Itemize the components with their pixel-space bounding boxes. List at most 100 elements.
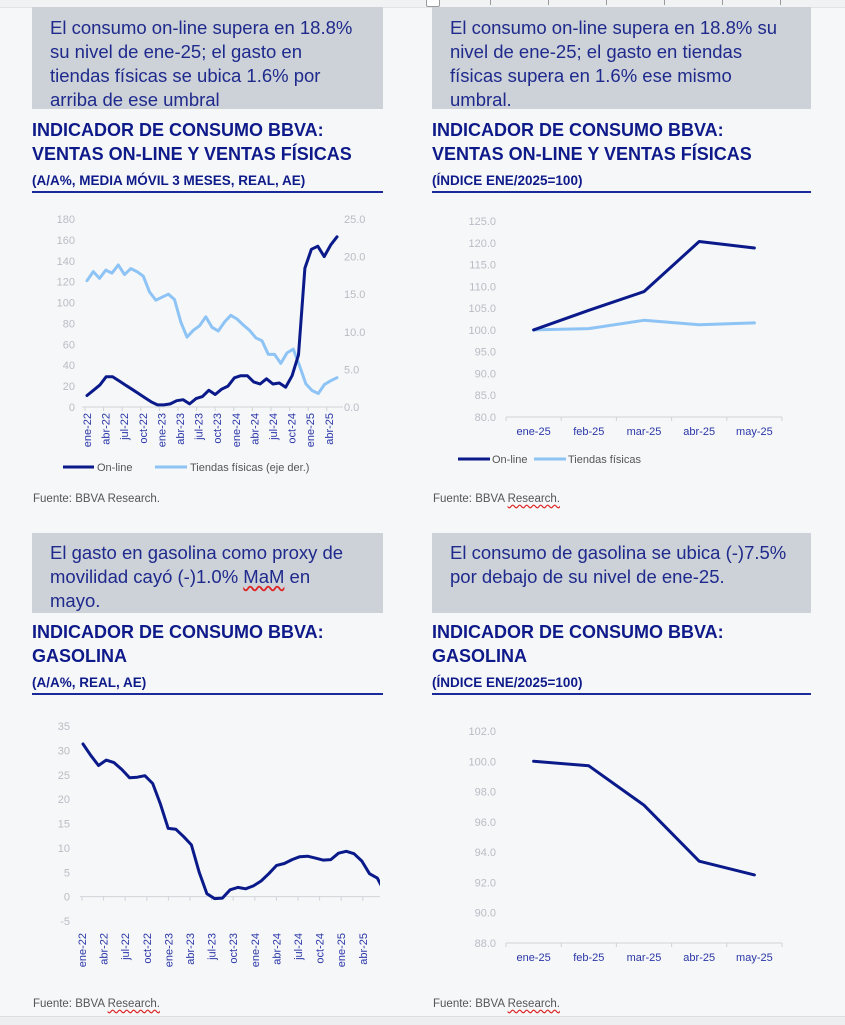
source-note: Fuente: BBVA Research. [33,493,160,505]
title-line: INDICADOR DE CONSUMO BBVA: [32,120,324,140]
callout-text-flagged: MaM [243,566,285,587]
panel-online-yoy: El consumo on-line supera en 18.8% su ni… [32,7,383,193]
source-note: Fuente: BBVA Research. [33,998,160,1010]
legend-label-tiendas-fisicas: Tiendas físicas [568,454,641,466]
title-line: INDICADOR DE CONSUMO BBVA: [432,120,724,140]
y-tick-label: 94.0 [475,847,496,859]
y-tick-label: 110.0 [469,281,496,293]
y-tick-label: 100.0 [468,756,496,768]
source-word: Research. [507,998,561,1010]
y-tick-label: 10 [58,843,70,855]
y-tick-label: 20 [63,381,75,393]
y2-tick-label: 15.0 [344,289,365,301]
x-tick-label: ene-23 [156,413,168,447]
y-tick-label: 0 [69,402,75,414]
chart-online-yoy: 0 20 40 60 80 100 120 140 160 180 0.0 5.0 10.0 15.0 20… [57,214,366,474]
ruler-tick [664,0,665,5]
legend-label-tiendas-fisicas: Tiendas físicas (eje der.) [190,462,309,474]
chart-online-index: 80.0 85.0 90.0 95.0 100.0 105.0 110.0 115.0 120.… [458,216,783,466]
y-tick-label: 35 [58,721,70,733]
x-tick-label: mar-25 [627,952,662,964]
title-line: GASOLINA [32,646,128,666]
y-tick-label: 95.0 [475,347,496,359]
source-word: Research. [107,998,161,1010]
source-note: Fuente: BBVA Research. [433,493,560,505]
x-tick-label: may-25 [736,952,773,964]
x-tick-label: mar-25 [627,426,662,438]
y-tick-label: 115.0 [469,260,496,272]
source-word: Research. [107,493,161,505]
title-line: INDICADOR DE CONSUMO BBVA: [432,622,724,642]
y-tick-label: 15 [58,819,70,831]
y-tick-label: 120 [57,277,75,289]
source-note: Fuente: BBVA Research. [433,998,560,1010]
chart-subtitle: (ÍNDICE ENE/2025=100) [432,172,811,193]
y-tick-label: 40 [63,360,75,372]
callout-box: El consumo de gasolina se ubica (-)7.5% … [432,533,811,613]
chart-title: INDICADOR DE CONSUMO BBVA: VENTAS ON-LIN… [432,118,811,166]
x-tick-label: jul-22 [120,933,132,961]
y2-tick-label: 20.0 [344,252,365,264]
source-prefix: Fuente: BBVA [433,493,508,505]
x-tick-label: abr-22 [101,413,113,445]
toolbar-strip [0,0,845,8]
series-line-tiendas-fisicas [532,318,756,332]
y-tick-label: 96.0 [475,817,496,829]
y-tick-label: 5 [64,867,70,879]
x-tick-label: oct-22 [142,933,154,964]
x-tick-label: feb-25 [573,426,604,438]
panel-gasoline-yoy: El gasto en gasolina como proxy de movil… [32,533,383,695]
title-line: INDICADOR DE CONSUMO BBVA: [32,622,324,642]
series-line-gasolina [532,759,756,877]
y-tick-label: 102.0 [468,726,496,738]
chart-gasoline-yoy: -5 0 5 10 15 20 25 30 35 ene-22 abr-22 jul-22 oct-22… [58,721,380,967]
checkbox[interactable] [426,0,440,7]
y-tick-label: 20 [58,794,70,806]
x-tick-label: abr-23 [185,933,197,965]
chart-title: INDICADOR DE CONSUMO BBVA: GASOLINA [32,620,383,668]
x-tick-label: abr-24 [249,413,261,445]
x-tick-label: feb-25 [573,952,604,964]
panel-online-index: El consumo on-line supera en 18.8% su ni… [432,7,811,193]
x-tick-label: abr-25 [683,952,715,964]
x-tick-label: oct-23 [228,933,240,964]
ruler-tick [606,0,607,5]
x-tick-label: oct-22 [138,413,150,444]
legend-label-online: On-line [97,462,132,474]
y-tick-label: 90.0 [475,908,496,920]
title-line: VENTAS ON-LINE Y VENTAS FÍSICAS [432,144,752,164]
x-tick-label: may-25 [736,426,773,438]
y-tick-label: 80 [63,318,75,330]
callout-box: El consumo on-line supera en 18.8% su ni… [32,7,383,110]
x-tick-label: jul-24 [268,413,280,441]
y-tick-label: 88.0 [475,938,496,950]
title-line: GASOLINA [432,646,528,666]
x-tick-label: abr-25 [358,933,370,965]
source-word: Research. [507,493,561,505]
y-tick-label: 80.0 [475,412,496,424]
callout-box: El consumo on-line supera en 18.8% su ni… [432,7,811,110]
x-tick-label: ene-25 [516,952,550,964]
x-tick-label: ene-24 [231,413,243,447]
y-tick-label: 100.0 [468,325,496,337]
x-tick-label: ene-25 [336,933,348,967]
x-tick-label: abr-24 [271,933,283,965]
ruler-tick [548,0,549,5]
callout-box: El gasto en gasolina como proxy de movil… [32,533,383,613]
y2-tick-label: 10.0 [344,327,365,339]
y-tick-label: 90.0 [475,368,496,380]
x-tick-label: jul-23 [194,413,206,441]
chart-title: INDICADOR DE CONSUMO BBVA: VENTAS ON-LIN… [32,118,383,166]
x-tick-label: ene-22 [77,933,89,967]
x-tick-label: abr-22 [99,933,111,965]
y-tick-label: 92.0 [475,877,496,889]
y-tick-label: 105.0 [468,303,496,315]
series-line-gasolina [81,742,380,901]
y2-tick-label: 25.0 [344,214,365,226]
y-tick-label: 125.0 [468,216,496,228]
source-prefix: Fuente: BBVA [433,998,508,1010]
x-tick-label: ene-24 [250,933,262,967]
y2-tick-label: 5.0 [344,364,359,376]
y-tick-label: 98.0 [475,787,496,799]
panel-gasoline-index: El consumo de gasolina se ubica (-)7.5% … [432,533,811,695]
